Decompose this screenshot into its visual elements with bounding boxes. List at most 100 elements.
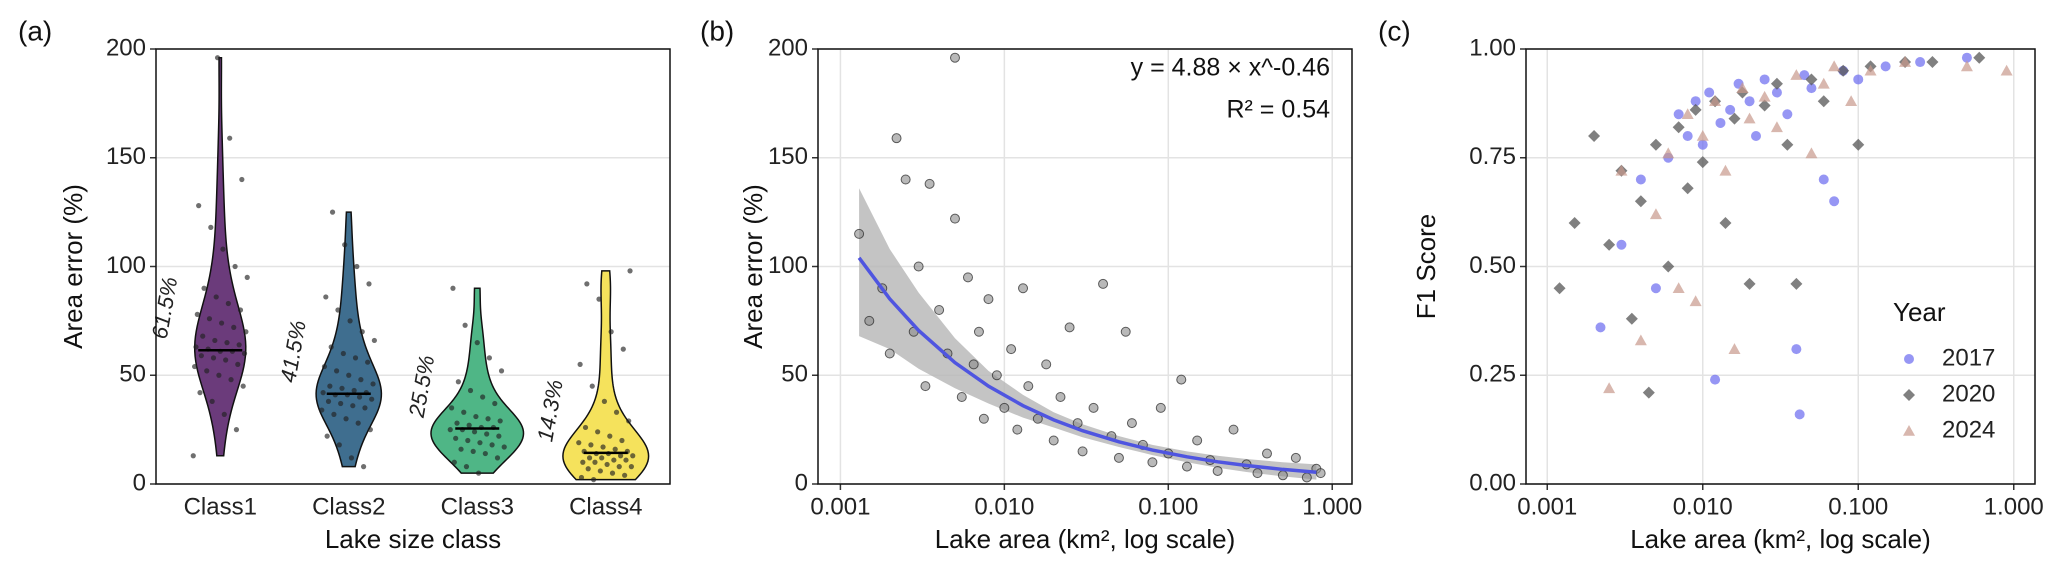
point bbox=[1650, 283, 1661, 294]
point bbox=[580, 459, 586, 465]
point bbox=[1301, 472, 1312, 483]
point bbox=[1625, 312, 1638, 325]
point bbox=[347, 318, 353, 324]
point bbox=[200, 333, 206, 339]
point bbox=[588, 442, 594, 448]
point bbox=[608, 329, 614, 335]
point bbox=[924, 178, 935, 189]
point bbox=[1588, 130, 1601, 142]
point bbox=[1728, 343, 1741, 354]
panel-label: (c) bbox=[1378, 15, 1411, 46]
point bbox=[190, 453, 196, 459]
point bbox=[999, 402, 1010, 413]
point bbox=[1704, 87, 1715, 98]
point bbox=[900, 174, 911, 185]
point bbox=[233, 427, 240, 433]
point bbox=[1710, 374, 1721, 385]
point bbox=[1864, 64, 1877, 76]
point bbox=[209, 398, 215, 404]
point bbox=[465, 437, 471, 444]
y-tick-label: 150 bbox=[768, 143, 808, 170]
y-tick-label: 150 bbox=[106, 143, 146, 170]
legend-label: 2020 bbox=[1942, 380, 1995, 407]
point bbox=[239, 176, 245, 183]
point bbox=[1719, 217, 1732, 229]
point bbox=[348, 455, 355, 461]
panel-label: (a) bbox=[18, 15, 52, 46]
point bbox=[340, 350, 346, 357]
point bbox=[1113, 452, 1124, 463]
point bbox=[486, 355, 492, 361]
point bbox=[991, 370, 1002, 381]
point bbox=[1642, 386, 1655, 399]
point bbox=[477, 440, 483, 446]
point bbox=[1743, 112, 1756, 124]
point bbox=[342, 242, 348, 248]
point bbox=[1553, 282, 1566, 295]
x-tick-label: 0.100 bbox=[1828, 493, 1888, 520]
point bbox=[627, 268, 633, 274]
point bbox=[351, 387, 357, 394]
point bbox=[224, 340, 230, 346]
point bbox=[1915, 57, 1926, 68]
point bbox=[327, 383, 333, 389]
point bbox=[962, 272, 973, 283]
point bbox=[1064, 322, 1075, 333]
point bbox=[484, 431, 490, 437]
point bbox=[1615, 164, 1628, 176]
point bbox=[1689, 103, 1702, 116]
point bbox=[1290, 452, 1301, 463]
confidence-band bbox=[859, 188, 1317, 480]
point bbox=[623, 457, 629, 463]
y-axis-title: F1 Score bbox=[1411, 214, 1441, 320]
point bbox=[949, 52, 960, 63]
point bbox=[321, 363, 328, 370]
point bbox=[1837, 64, 1850, 77]
point bbox=[335, 307, 341, 313]
x-tick-label: 1.000 bbox=[1302, 493, 1362, 520]
point bbox=[193, 344, 199, 350]
y-tick-label: 1.00 bbox=[1469, 34, 1516, 61]
point bbox=[1758, 90, 1771, 102]
point bbox=[973, 326, 984, 337]
point bbox=[458, 446, 464, 452]
point bbox=[585, 466, 591, 472]
point bbox=[194, 311, 200, 317]
point bbox=[1771, 87, 1782, 98]
point bbox=[591, 477, 597, 483]
point bbox=[597, 468, 603, 474]
point bbox=[1595, 322, 1606, 333]
point bbox=[1758, 99, 1771, 112]
legend-label: 2024 bbox=[1942, 416, 1995, 443]
point bbox=[1048, 435, 1059, 446]
point bbox=[934, 305, 945, 315]
point bbox=[323, 294, 329, 300]
point bbox=[1077, 446, 1088, 457]
point bbox=[492, 400, 498, 407]
point bbox=[854, 228, 865, 239]
point bbox=[220, 246, 226, 252]
point bbox=[1261, 448, 1272, 459]
point bbox=[192, 363, 198, 370]
point bbox=[1126, 418, 1137, 429]
point bbox=[1805, 147, 1818, 159]
point bbox=[358, 377, 364, 383]
point bbox=[1743, 277, 1756, 290]
x-axis-title: Lake area (km², log scale) bbox=[935, 524, 1236, 554]
point bbox=[1973, 51, 1986, 64]
point bbox=[201, 285, 207, 291]
point bbox=[1715, 117, 1726, 128]
point bbox=[576, 440, 582, 446]
point bbox=[1649, 138, 1662, 151]
point bbox=[913, 261, 924, 272]
plot-frame bbox=[817, 48, 1353, 485]
annotation: y = 4.88 × x^-0.46 bbox=[1131, 54, 1330, 82]
point bbox=[1672, 121, 1685, 134]
y-tick-label: 0 bbox=[795, 469, 808, 496]
point bbox=[325, 398, 332, 404]
value-label: 25.5% bbox=[404, 353, 440, 420]
point bbox=[1806, 83, 1817, 94]
point bbox=[498, 368, 505, 374]
point bbox=[494, 455, 501, 461]
point bbox=[319, 407, 325, 413]
